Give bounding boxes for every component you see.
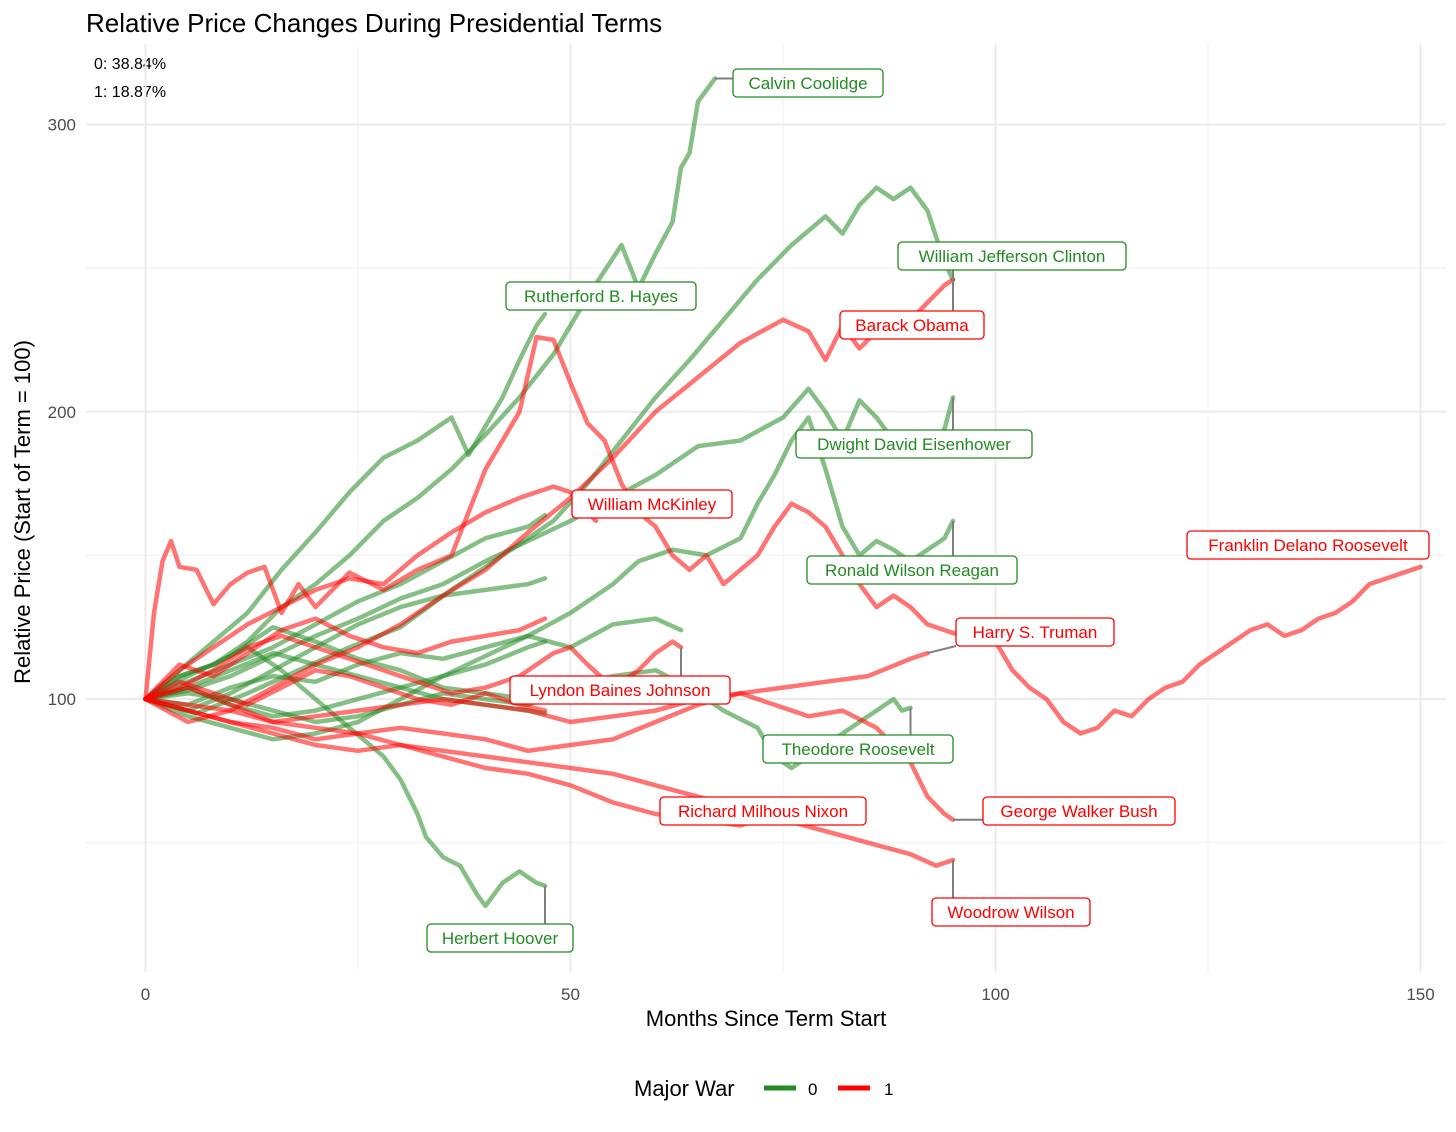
series-label-9: Lyndon Baines Johnson <box>530 681 711 700</box>
series-label-7: Ronald Wilson Reagan <box>825 561 999 580</box>
label-box-6 <box>1186 530 1430 560</box>
series-label-3: Barack Obama <box>855 316 969 335</box>
x-axis-title: Months Since Term Start <box>646 1006 886 1031</box>
series-label-13: Woodrow Wilson <box>947 903 1074 922</box>
y-axis-title: Relative Price (Start of Term = 100) <box>10 340 35 684</box>
y-tick-label: 100 <box>48 690 76 709</box>
label-box-10 <box>762 734 954 764</box>
legend: Major War 0 1 <box>634 1076 893 1101</box>
label-layer: Calvin Coolidge William Jefferson Clinton… <box>426 68 1430 953</box>
legend-label-1: 1 <box>884 1080 893 1099</box>
series-line-11 <box>143 616 684 708</box>
label-box-5 <box>571 489 733 519</box>
series-label-1: William Jefferson Clinton <box>919 247 1106 266</box>
grid <box>86 44 1446 972</box>
series-label-2: Rutherford B. Hayes <box>524 287 678 306</box>
series-label-14: Herbert Hoover <box>442 929 559 948</box>
y-tick-label: 300 <box>48 115 76 134</box>
label-box-1 <box>897 241 1127 271</box>
legend-title: Major War <box>634 1076 735 1101</box>
series-line-16 <box>143 334 1423 736</box>
x-tick-label: 150 <box>1406 985 1434 1004</box>
series-label-5: William McKinley <box>588 495 717 514</box>
series-line-2 <box>143 311 548 702</box>
series-label-8: Harry S. Truman <box>973 623 1098 642</box>
label-box-7 <box>806 555 1018 585</box>
stat-line-0: 0: 38.84% <box>94 56 166 73</box>
series-line-14 <box>143 484 599 702</box>
y-tick-label: 200 <box>48 403 76 422</box>
series-line-0 <box>143 76 718 702</box>
label-box-0 <box>732 68 884 98</box>
series-line-20 <box>143 685 956 868</box>
label-box-2 <box>505 281 697 311</box>
label-box-14 <box>426 923 574 953</box>
legend-label-0: 0 <box>808 1080 817 1099</box>
x-tick-label: 100 <box>981 985 1009 1004</box>
series-label-11: Richard Milhous Nixon <box>678 802 848 821</box>
axis-ticks: 0 50 100 150 100 200 300 <box>48 115 1435 1004</box>
series-line-1 <box>143 185 956 716</box>
series-line-21 <box>143 668 548 713</box>
label-box-9 <box>509 675 731 705</box>
series-label-12: George Walker Bush <box>1000 802 1157 821</box>
label-box-3 <box>839 310 985 340</box>
label-box-12 <box>982 796 1176 826</box>
series-label-6: Franklin Delano Roosevelt <box>1208 536 1408 555</box>
x-tick-label: 50 <box>561 985 580 1004</box>
series-label-4: Dwight David Eisenhower <box>817 435 1011 454</box>
series-line-22 <box>143 616 548 702</box>
series-line-17 <box>143 650 930 754</box>
chart-title: Relative Price Changes During Presidenti… <box>86 8 662 38</box>
label-leader-8 <box>927 645 957 655</box>
label-box-13 <box>931 897 1091 927</box>
label-box-4 <box>795 429 1033 459</box>
label-box-11 <box>659 796 867 826</box>
x-tick-label: 0 <box>141 985 150 1004</box>
stat-line-1: 1: 18.87% <box>94 84 166 101</box>
series-label-0: Calvin Coolidge <box>748 74 867 93</box>
series-label-10: Theodore Roosevelt <box>781 740 934 759</box>
label-box-8 <box>955 617 1115 647</box>
